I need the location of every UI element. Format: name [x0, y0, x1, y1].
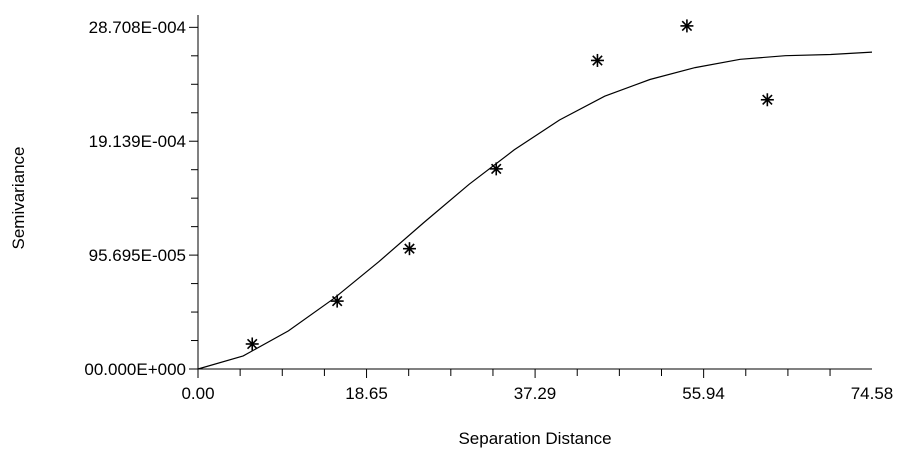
y-tick-label: 19.139E-004 [89, 132, 186, 151]
model-curve-line [197, 51, 873, 370]
y-tick-label: 95.695E-005 [89, 246, 186, 265]
axis-ticks [189, 26, 831, 378]
data-point-asterisk [590, 53, 604, 67]
x-tick-label: 37.29 [514, 384, 557, 403]
data-points [245, 19, 774, 351]
data-point-asterisk [330, 294, 344, 308]
y-tick-label: 28.708E-004 [89, 18, 186, 37]
y-tick-label: 00.000E+000 [84, 360, 186, 379]
data-point-asterisk [402, 242, 416, 256]
x-tick-label: 74.58 [851, 384, 894, 403]
axis-tick-labels: 0.00 18.65 37.29 55.94 74.58 00.000E+000 95.69… [84, 18, 893, 403]
x-axis-title: Separation Distance [458, 429, 611, 448]
x-tick-label: 55.94 [682, 384, 725, 403]
data-point-asterisk [760, 93, 774, 107]
data-point-asterisk [680, 19, 694, 33]
x-tick-label: 18.65 [345, 384, 388, 403]
data-point-asterisk [489, 162, 503, 176]
x-tick-label: 0.00 [181, 384, 214, 403]
data-point-asterisk [245, 337, 259, 351]
y-axis-title: Semivariance [9, 147, 28, 250]
